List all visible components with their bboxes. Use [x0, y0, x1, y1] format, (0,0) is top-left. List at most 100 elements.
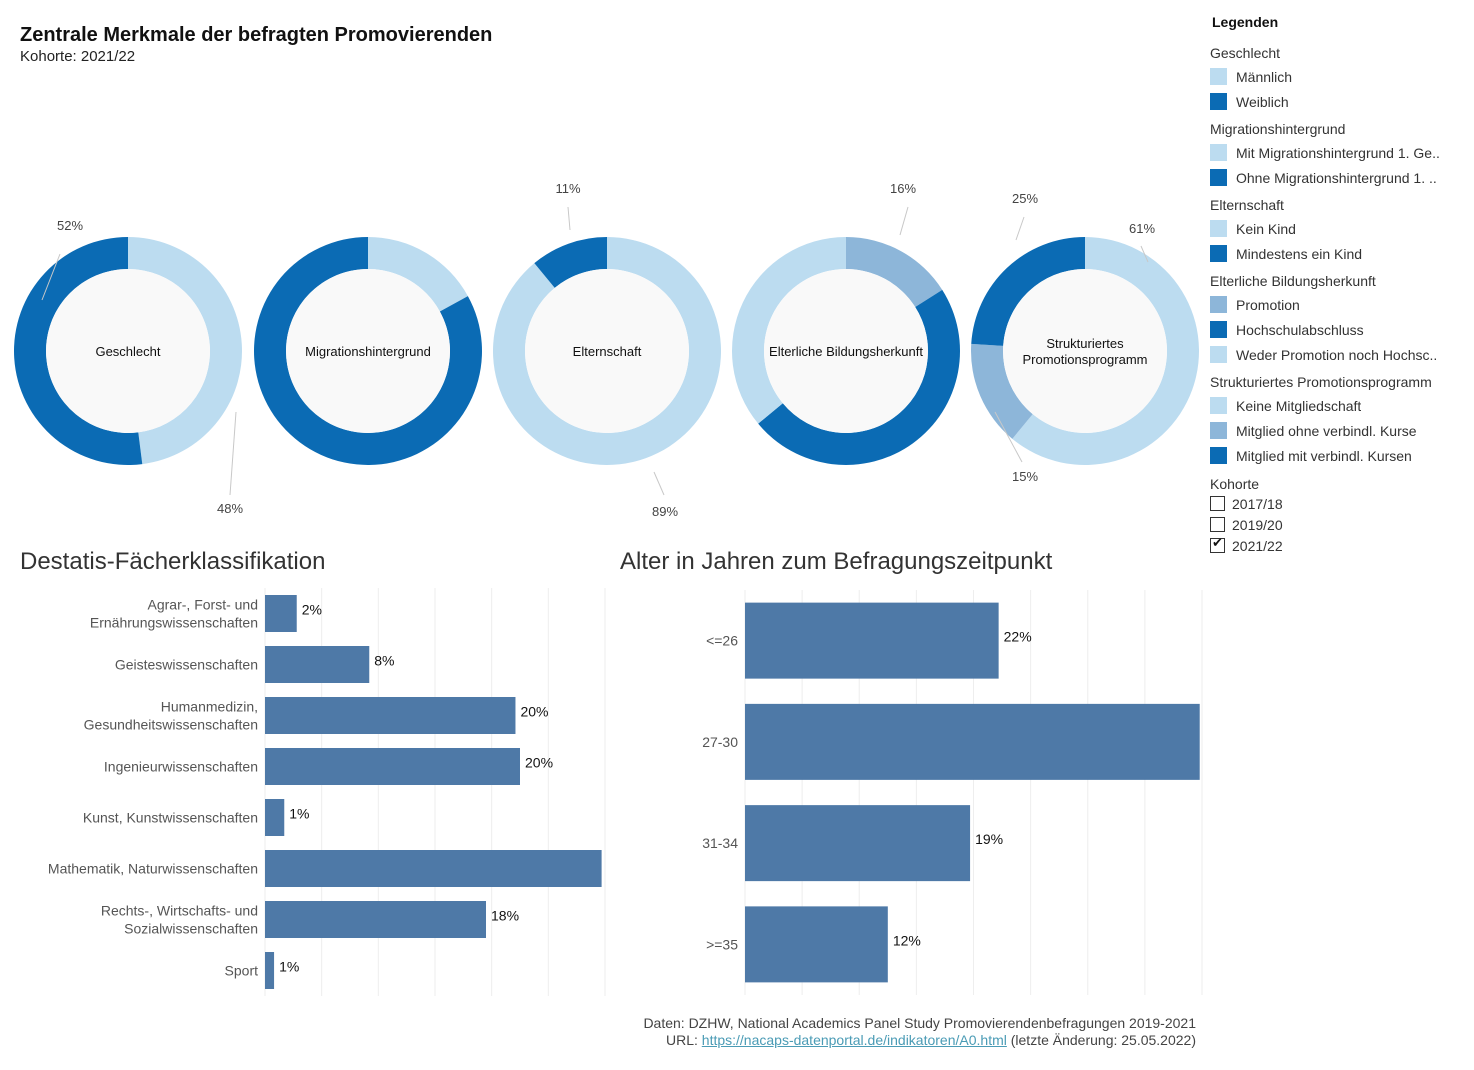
donut-leader-line [1140, 245, 1149, 263]
kohorte-checkbox[interactable] [1210, 536, 1225, 553]
donut-leader-line [1015, 216, 1025, 241]
legend-swatch [1210, 346, 1227, 363]
faecher-chart-title: Destatis-Fächerklassifikation [20, 548, 326, 575]
source-url-prefix: URL: [665, 1032, 702, 1048]
legend-group: Migrationshintergrund Mit Migrationshinte… [1210, 121, 1470, 190]
bar [265, 799, 285, 836]
source-url-line: URL: https://nacaps-datenportal.de/indik… [643, 1032, 1196, 1049]
legend-swatch [1210, 220, 1227, 237]
donut-charts: Geschlecht 48% 52% Migrationshintergrund Elt… [14, 181, 1199, 519]
bar [265, 952, 275, 989]
legend-group-title: Migrationshintergrund [1210, 121, 1346, 137]
legend-item-label: Kein Kind [1236, 220, 1296, 237]
bar-value-label: 8% [374, 653, 394, 669]
category-label: Kunst, Kunstwissenschaften [83, 810, 258, 826]
bar-value-label: 1% [279, 959, 299, 975]
source-note: Daten: DZHW, National Academics Panel St… [643, 1015, 1196, 1049]
legend-item[interactable]: Männlich [1210, 64, 1470, 89]
legend-item[interactable]: Mit Migrationshintergrund 1. Ge.. [1210, 140, 1470, 165]
bar [745, 805, 971, 882]
donut-segment [128, 237, 243, 465]
bar [265, 901, 486, 938]
category-label: Agrar-, Forst- und [148, 597, 258, 613]
kohorte-filter: 2017/18 2019/20 2021/22 [1210, 493, 1470, 556]
legend-item[interactable]: Mindestens ein Kind [1210, 241, 1470, 266]
legend-group-title: Elternschaft [1210, 197, 1284, 213]
kohorte-option[interactable]: 2019/20 [1210, 514, 1470, 535]
legend-group: Elterliche Bildungsherkunft Promotion Hoch… [1210, 273, 1470, 367]
category-label: 27-30 [702, 734, 738, 750]
legend-item-label: Männlich [1236, 68, 1293, 85]
legend-item[interactable]: Weder Promotion noch Hochsc.. [1210, 342, 1470, 367]
legend-item[interactable]: Mitglied mit verbindl. Kursen [1210, 443, 1470, 468]
category-label: Humanmedizin, [161, 699, 258, 715]
legend-item-label: Mindestens ein Kind [1236, 245, 1363, 262]
legend-item-label: Mitglied mit verbindl. Kursen [1236, 447, 1412, 464]
kohorte-option-label: 2017/18 [1232, 495, 1283, 512]
donut-value-label: 61% [1129, 221, 1155, 236]
faecher-bar-chart: Agrar-, Forst- und Ernährungswissenschaft… [48, 588, 606, 996]
legend-item[interactable]: Hochschulabschluss [1210, 317, 1470, 342]
category-label: Mathematik, Naturwissenschaften [48, 861, 258, 877]
legend-swatch [1210, 169, 1227, 186]
donut-value-label: 89% [652, 504, 678, 519]
kohorte-option-label: 2019/20 [1232, 516, 1283, 533]
donut-value-label: 25% [1012, 191, 1038, 206]
legend-swatch [1210, 144, 1227, 161]
legend-item-label: Weiblich [1236, 93, 1289, 110]
category-label: >=35 [706, 936, 738, 952]
donut-center-label: Elternschaft [573, 344, 642, 359]
bar-value-label: 20% [520, 704, 548, 720]
page-subtitle: Kohorte: 2021/22 [20, 48, 136, 65]
bar [265, 748, 520, 785]
donut-center [1003, 269, 1167, 433]
donut-segment [534, 237, 607, 288]
legend-item[interactable]: Kein Kind [1210, 216, 1470, 241]
bar-value-label: 12% [893, 932, 921, 948]
donut-center-label: Elterliche Bildungsherkunft [769, 344, 923, 359]
kohorte-checkbox[interactable] [1210, 496, 1225, 511]
alter-chart-title: Alter in Jahren zum Befragungszeitpunkt [620, 548, 1053, 575]
donut-center [764, 269, 928, 433]
donut-segment [731, 237, 846, 424]
legend-swatch [1210, 245, 1227, 262]
donut-segment [1012, 237, 1199, 465]
donut-value-label: 48% [217, 501, 243, 516]
source-url-link[interactable]: https://nacaps-datenportal.de/indikatore… [701, 1032, 1007, 1048]
donut-segment [14, 237, 143, 465]
source-data-line: Daten: DZHW, National Academics Panel St… [643, 1015, 1196, 1031]
kohorte-option-label: 2021/22 [1232, 537, 1283, 554]
alter-bar-chart: <=26 22% 27-30 31-34 19% >=35 12% [702, 590, 1203, 995]
legend-item[interactable]: Mitglied ohne verbindl. Kurse [1210, 418, 1470, 443]
bar-value-label: 18% [491, 908, 519, 924]
kohorte-option[interactable]: 2017/18 [1210, 493, 1470, 514]
bar-value-label: 2% [302, 602, 322, 618]
kohorte-checkbox[interactable] [1210, 517, 1225, 532]
donut-segment [846, 237, 943, 308]
legend-swatch [1210, 68, 1227, 85]
legend-item-label: Ohne Migrationshintergrund 1. .. [1236, 169, 1437, 186]
donut-segment [971, 237, 1085, 346]
kohorte-option[interactable]: 2021/22 [1210, 535, 1470, 556]
legend-item[interactable]: Ohne Migrationshintergrund 1. .. [1210, 165, 1470, 190]
legend-item-label: Keine Mitgliedschaft [1236, 397, 1362, 414]
legend-swatch [1210, 321, 1227, 338]
bar [745, 906, 888, 983]
bar [265, 595, 297, 632]
legend-item-label: Weder Promotion noch Hochsc.. [1236, 346, 1438, 363]
legend-groups: Geschlecht Männlich Weiblich Migrationshint… [1210, 45, 1470, 468]
legend-item[interactable]: Promotion [1210, 292, 1470, 317]
bar [745, 703, 1200, 780]
legend-group: Strukturiertes Promotionsprogramm Keine M… [1210, 374, 1470, 468]
donut-value-label: 52% [57, 218, 83, 233]
bar [745, 602, 999, 679]
category-label: 31-34 [702, 835, 738, 851]
category-label: Sport [225, 963, 259, 979]
source-url-suffix: (letzte Änderung: 25.05.2022) [1006, 1032, 1196, 1048]
legend-item[interactable]: Weiblich [1210, 89, 1470, 114]
donut-segment [758, 289, 961, 466]
donut-segment [368, 237, 468, 312]
legend-item[interactable]: Keine Mitgliedschaft [1210, 393, 1470, 418]
category-label: <=26 [706, 633, 738, 649]
legend-swatch [1210, 93, 1227, 110]
